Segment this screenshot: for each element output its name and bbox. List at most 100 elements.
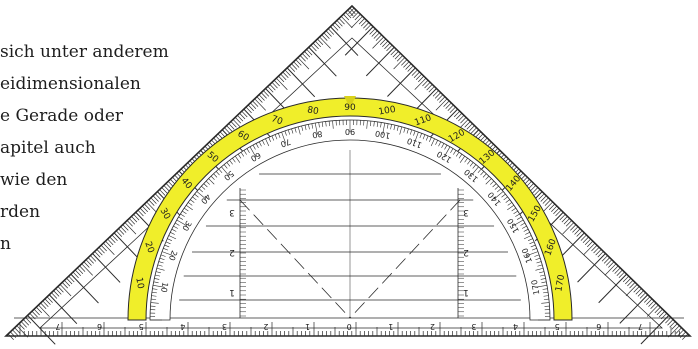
degree-tick: [226, 162, 231, 167]
paragraph-line-6: rden: [0, 202, 41, 222]
degree-tick: [249, 146, 257, 158]
right-edge-tick: [392, 51, 399, 58]
left-edge-tick: [293, 61, 300, 68]
right-edge-tick: [390, 49, 397, 56]
right-edge-tick: [464, 121, 471, 128]
right-edge-tick: [456, 113, 463, 120]
degree-tick: [458, 154, 463, 159]
left-edge-tick: [72, 271, 79, 279]
left-edge-tick: [141, 205, 149, 213]
left-edge-tick: [36, 306, 43, 314]
left-edge-tick: [321, 34, 328, 41]
degree-tick: [511, 207, 516, 212]
degree-tick: [255, 143, 259, 148]
degree-tick: [525, 232, 530, 235]
left-edge-tick: [90, 255, 97, 262]
right-edge-tick: [544, 199, 551, 206]
ruler-label: 7: [638, 322, 643, 331]
degree-tick: [321, 121, 324, 127]
degree-tick: [539, 271, 545, 274]
left-edge-tick: [228, 123, 235, 130]
degree-tick: [157, 264, 163, 267]
degree-tick: [485, 178, 492, 185]
degree-tick: [494, 185, 499, 190]
left-edge-tick: [68, 275, 75, 283]
left-edge-tick: [304, 51, 311, 58]
degree-tick: [537, 264, 543, 267]
degree-tick: [155, 271, 161, 274]
left-edge-tick: [161, 187, 168, 194]
left-edge-tick: [267, 86, 274, 93]
protractor-outer-label: 70: [270, 114, 284, 127]
degree-tick: [422, 134, 426, 140]
degree-tick: [543, 295, 549, 297]
ruler-label: 0: [347, 322, 352, 331]
inner-grid: [179, 150, 521, 319]
degree-tick: [180, 213, 185, 217]
degree-tick: [294, 127, 297, 133]
degree-tick: [287, 129, 291, 135]
degree-tick: [464, 158, 468, 163]
left-edge-tick: [74, 269, 81, 277]
degree-tick: [530, 244, 536, 248]
degree-tick: [382, 122, 386, 135]
diagonal-left: [239, 199, 351, 319]
right-edge-tick: [401, 59, 408, 66]
right-edge-tick: [426, 84, 433, 91]
inner-scale-band: [149, 119, 551, 321]
degree-tick: [459, 155, 465, 163]
triangle-outline: [4, 4, 692, 337]
left-edge-tick: [51, 292, 58, 299]
left-edge-tick: [314, 40, 322, 48]
right-edge-tick: [351, 16, 363, 29]
left-edge-tick: [340, 16, 353, 29]
ruler-label: 2: [263, 322, 268, 331]
right-edge-tick: [386, 44, 393, 52]
right-edge-tick: [603, 257, 610, 264]
degree-tick: [274, 134, 278, 140]
degree-tick: [419, 133, 422, 139]
left-edge-tick: [92, 253, 121, 283]
left-edge-tick: [336, 20, 343, 27]
left-edge-tick: [61, 282, 68, 289]
left-edge-tick: [122, 224, 129, 231]
degree-tick: [507, 205, 515, 211]
right-edge-tick: [635, 288, 642, 295]
degree-tick: [318, 122, 320, 128]
degree-tick: [512, 219, 524, 227]
degree-tick: [414, 131, 419, 144]
degree-tick: [529, 241, 535, 245]
paragraph-line-7: n: [0, 234, 11, 254]
right-edge-tick: [475, 131, 482, 138]
left-edge-tick: [295, 59, 302, 66]
right-edge-tick: [593, 247, 600, 254]
degree-tick: [469, 162, 474, 167]
right-edge-tick: [572, 226, 579, 233]
left-edge-tick: [159, 189, 166, 196]
left-edge-tick: [109, 236, 116, 244]
left-edge-tick: [256, 96, 263, 103]
right-edge-tick: [414, 77, 427, 90]
left-edge-tick: [105, 240, 112, 248]
degree-tick: [543, 291, 549, 294]
left-edge-tick: [129, 218, 136, 225]
ruler-label: 4: [180, 322, 185, 331]
left-edge-tick: [226, 125, 233, 132]
protractor-inner-label: 70: [279, 137, 292, 149]
zero-marker-icon: [344, 96, 356, 108]
right-edge-tick: [470, 127, 477, 134]
right-edge-tick: [363, 22, 370, 29]
left-edge-tick: [345, 11, 352, 19]
right-edge-tick: [445, 102, 452, 109]
right-edge-tick: [629, 282, 636, 289]
left-edge-tick: [224, 127, 231, 134]
ruler-label: 3: [471, 322, 476, 331]
right-edge-tick: [616, 269, 623, 276]
degree-tick: [243, 150, 247, 155]
set-square-outline: [4, 4, 692, 337]
left-edge-tick: [245, 106, 252, 114]
degree-tick: [208, 178, 215, 185]
degree-tick: [480, 171, 485, 176]
left-edge-tick: [77, 267, 84, 274]
degree-tick: [516, 216, 522, 220]
